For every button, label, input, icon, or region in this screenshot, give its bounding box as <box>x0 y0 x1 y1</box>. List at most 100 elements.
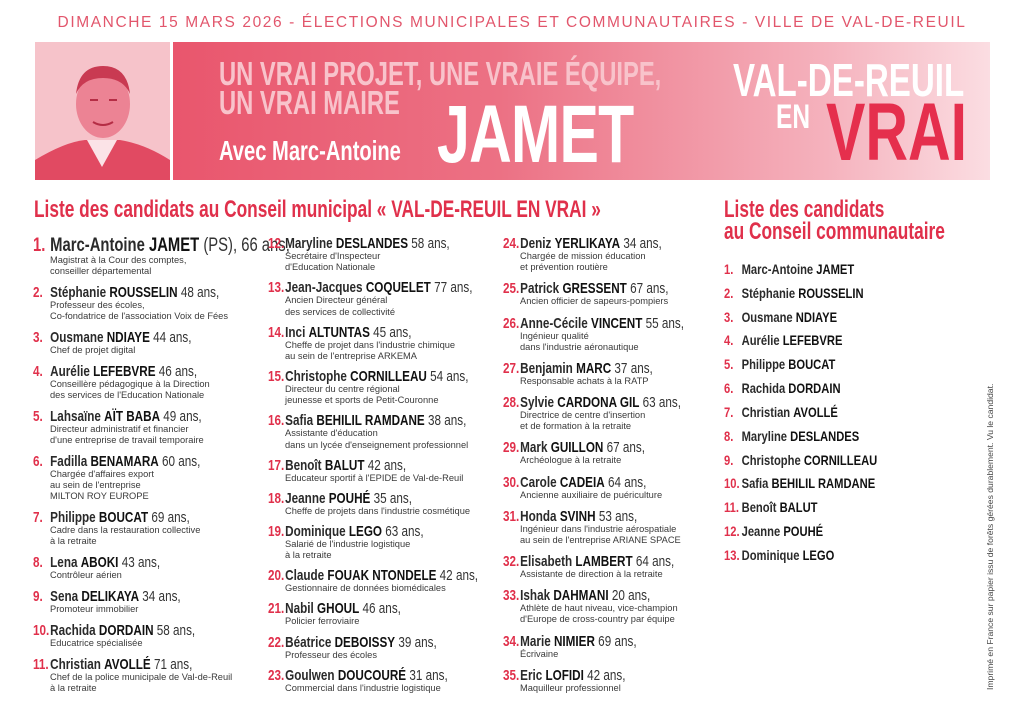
candidate-description: Policier ferroviaire <box>285 616 360 627</box>
candidate-entry: 10.Rachida DORDAIN 58 ans, Educatrice spé… <box>33 623 265 649</box>
logo-text: VAL-DE-REUIL <box>733 54 965 106</box>
candidate-description: Directrice de centre d'insertion <box>520 410 646 421</box>
candidate-name-line: 33.Ishak DAHMANI 20 ans, <box>503 588 671 603</box>
candidate-name-line: 3. Ousmane NDIAYE 44 ans, <box>33 330 214 345</box>
list-number: 3. <box>724 308 734 325</box>
surname: AVOLLÉ <box>793 403 838 420</box>
slogan: UN VRAI PROJET, UNE VRAIE ÉQUIPE, <box>219 55 662 92</box>
candidate-description: et de formation à la retraite <box>520 421 632 432</box>
age: 69 ans, <box>151 509 190 527</box>
list-number: 20. <box>268 567 285 585</box>
surname: CADEIA <box>559 473 605 491</box>
surname: DORDAIN <box>788 380 841 397</box>
surname: LAMBERT <box>575 553 633 571</box>
list-number: 10. <box>33 621 50 639</box>
candidate-description: à la retraite <box>285 550 332 561</box>
candidate-name-line: 2. Stéphanie ROUSSELIN <box>724 286 932 300</box>
list-number: 15. <box>268 368 285 386</box>
list-number: 14. <box>268 323 285 341</box>
candidate-name-line: 4. Aurélie LEFEBVRE 46 ans, <box>33 364 214 379</box>
first-name: Christian <box>50 655 101 673</box>
candidate-description: à la retraite <box>50 682 97 693</box>
candidate-entry: 34.Marie NIMIER 69 ans, Écrivaine <box>503 634 718 660</box>
candidate-entry: 11. Christian AVOLLÉ 71 ans, Chef de la po… <box>33 657 265 694</box>
first-name: Jeanne <box>741 523 781 540</box>
first-name: Benoît <box>741 499 777 516</box>
list-number: 16. <box>268 412 285 430</box>
age: 71 ans, <box>153 655 193 673</box>
list-number: 8. <box>33 554 43 572</box>
candidate-description: Professeur des écoles <box>285 649 377 660</box>
surname: ALTUNTAS <box>308 323 370 341</box>
age: 64 ans, <box>607 473 647 491</box>
community-entry: 10. Safia BEHILIL RAMDANE <box>724 476 984 490</box>
candidate-description: Co-fondatrice de l'association Voix de F… <box>50 311 228 322</box>
first-name: Patrick <box>520 280 560 298</box>
candidate-description: Responsable achats à la RATP <box>520 375 649 386</box>
candidate-name-line: 25.Patrick GRESSENT 67 ans, <box>503 281 671 296</box>
candidate-description: Promoteur immobilier <box>50 603 139 614</box>
list-number: 5. <box>33 407 43 425</box>
list-number: 9. <box>33 587 43 605</box>
first-name: Anne-Cécile <box>520 314 588 332</box>
community-entry: 7. Christian AVOLLÉ <box>724 405 984 419</box>
age: 44 ans, <box>153 329 192 347</box>
surname: SVINH <box>559 507 596 525</box>
candidate-name-line: 29.Mark GUILLON 67 ans, <box>503 440 671 455</box>
age: 20 ans, <box>611 587 651 605</box>
surname: GHOUL <box>317 600 360 618</box>
first-name: Christophe <box>285 368 347 386</box>
candidate-description: d'Europe de cross-country par équipe <box>520 614 675 625</box>
community-entry: 6. Rachida DORDAIN <box>724 381 984 395</box>
list-number: 13. <box>268 279 285 297</box>
list-number: 13. <box>724 546 740 563</box>
surname: DORDAIN <box>98 621 154 639</box>
age: 67 ans, <box>630 280 669 298</box>
first-name: Safia <box>285 412 314 430</box>
community-entry: 3. Ousmane NDIAYE <box>724 310 984 324</box>
age: 39 ans, <box>398 633 437 651</box>
age: 77 ans, <box>434 279 473 297</box>
community-list: 1. Marc-Antoine JAMET 2. Stéphanie ROUSSELI… <box>724 262 984 562</box>
candidate-description: d'une entreprise de travail temporaire <box>50 435 204 446</box>
candidate-description: Écrivaine <box>520 648 559 659</box>
surname: DAHMANI <box>553 587 609 605</box>
candidate-entry: 8. Lena ABOKI 43 ans, Contrôleur aérien <box>33 555 265 581</box>
age: 34 ans, <box>142 587 181 605</box>
candidate-entry: 13.Jean-Jacques COQUELET 77 ans, Ancien D… <box>268 280 500 317</box>
candidate-name-line: 13. Dominique LEGO <box>724 548 932 562</box>
first-name: Dominique <box>285 523 346 540</box>
candidate-entry: 2. Stéphanie ROUSSELIN 48 ans, Professeur … <box>33 285 265 322</box>
candidate-description: Educateur sportif à l'EPIDE de Val-de-Re… <box>285 472 464 483</box>
candidate-description: et prévention routière <box>520 262 608 273</box>
candidate-entry: 33.Ishak DAHMANI 20 ans, Athlète de haut … <box>503 588 718 625</box>
candidate-name-line: 15.Christophe CORNILLEAU 54 ans, <box>268 368 469 386</box>
list-number: 4. <box>724 332 734 349</box>
candidate-entry: 32.Elisabeth LAMBERT 64 ans, Assistante d… <box>503 554 718 580</box>
list-number: 5. <box>724 356 734 373</box>
first-name: Goulwen <box>285 666 335 684</box>
banner: UN VRAI PROJET, UNE VRAIE ÉQUIPE, UN VRA… <box>173 42 990 180</box>
surname: BEHILIL RAMDANE <box>316 412 425 430</box>
first-name: Safia <box>741 475 769 492</box>
first-name: Elisabeth <box>520 553 573 571</box>
age: 34 ans, <box>623 235 662 252</box>
surname: BOUCAT <box>788 356 836 373</box>
first-name: Claude <box>285 567 325 585</box>
candidate-entry: 17.Benoît BALUT 42 ans, Educateur sportif… <box>268 458 500 484</box>
surname: JAMET <box>816 261 855 277</box>
candidate-entry: 25.Patrick GRESSENT 67 ans, Ancien offici… <box>503 281 718 307</box>
first-name: Aurélie <box>50 362 90 380</box>
first-name: Benoît <box>285 456 322 474</box>
first-name: Ousmane <box>50 329 104 347</box>
candidate-column: 24.Deniz YERLIKAYA 34 ans, Chargée de mis… <box>503 236 718 694</box>
candidate-description: Assistante d'éducation <box>285 428 378 439</box>
candidate-name-line: 5. Philippe BOUCAT <box>724 357 932 371</box>
age: 60 ans, <box>161 452 201 470</box>
candidate-name-line: 10.Rachida DORDAIN 58 ans, <box>33 623 214 638</box>
candidate-description: Ingénieur dans l'industrie aérospatiale <box>520 523 677 534</box>
surname: CARDONA GIL <box>557 394 640 412</box>
candidate-name-line: 27.Benjamin MARC 37 ans, <box>503 361 671 376</box>
candidate-name-line: 30.Carole CADEIA 64 ans, <box>503 475 671 490</box>
